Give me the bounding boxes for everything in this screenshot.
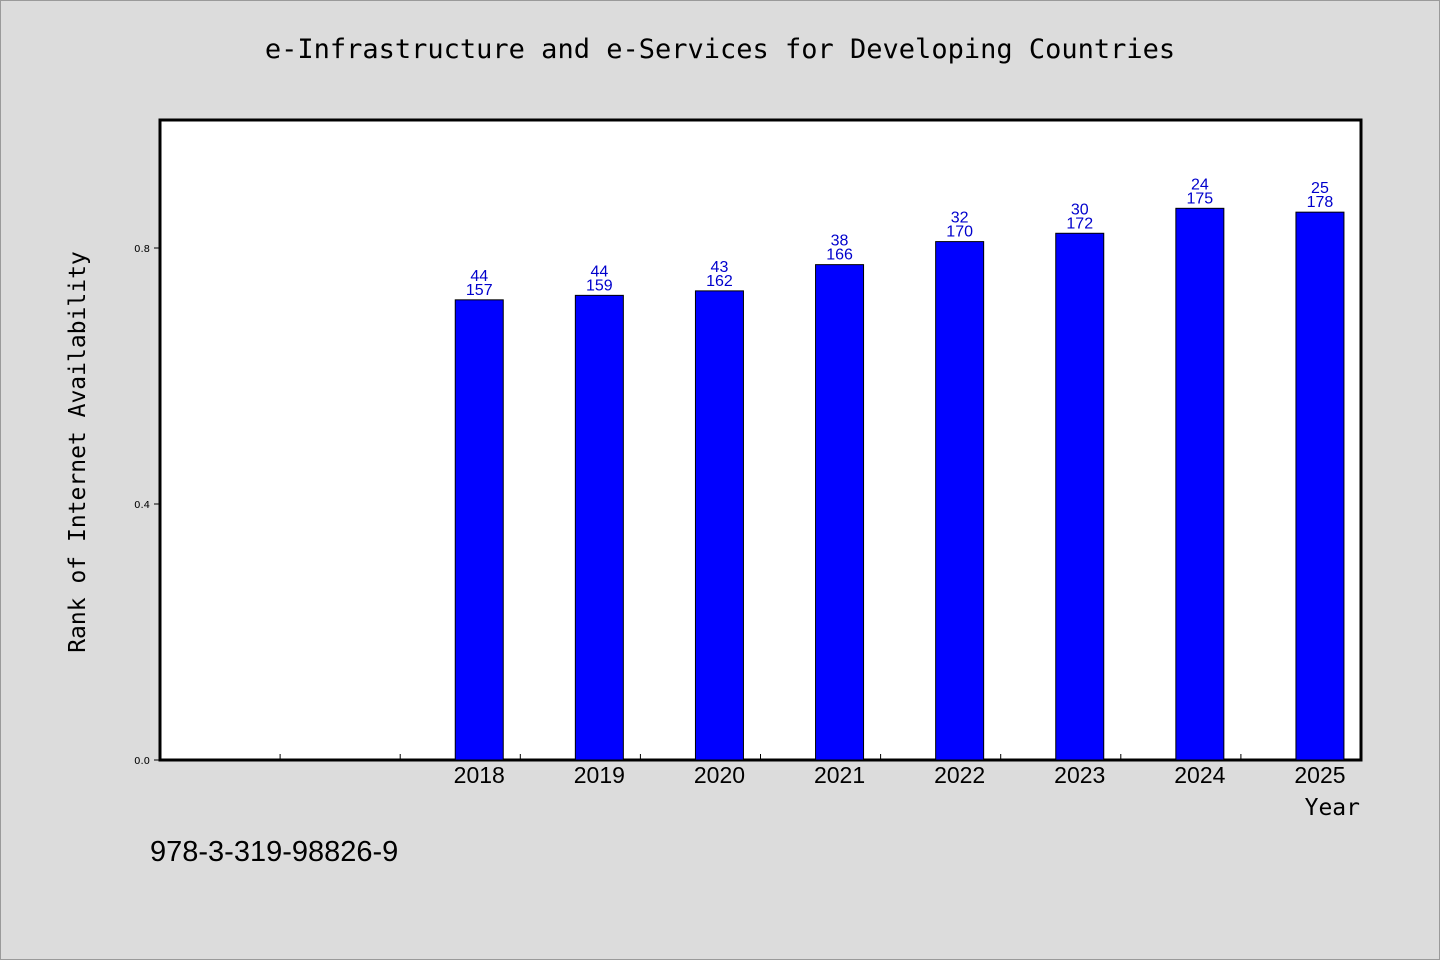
data-label-top: 43 [711, 259, 729, 276]
bar [574, 294, 624, 761]
data-label-top: 30 [1071, 201, 1089, 218]
data-label-top: 24 [1191, 176, 1209, 193]
data-label-bottom: 159 [586, 277, 613, 294]
bar [935, 241, 985, 761]
y-axis: 0.0 0.4 0.8 [134, 244, 160, 767]
plot-area [158, 118, 1363, 762]
bar [694, 290, 744, 761]
data-label-bottom: 157 [466, 282, 493, 299]
data-label-top: 32 [951, 210, 969, 227]
bar [1055, 232, 1105, 761]
data-label-bottom: 178 [1307, 194, 1334, 211]
bar [1295, 211, 1345, 761]
bar [1175, 207, 1225, 761]
x-tick-label: 2021 [814, 762, 865, 788]
data-label-bottom: 170 [946, 224, 973, 241]
chart-title: e-Infrastructure and e-Services for Deve… [264, 34, 1176, 65]
x-tick-label: 2022 [934, 762, 985, 788]
data-label-top: 44 [590, 263, 608, 280]
x-tick-label: 2018 [454, 762, 505, 788]
data-label-bottom: 175 [1186, 190, 1213, 207]
x-axis: 2018 2019 2020 2021 2022 2023 2024 2025 [279, 754, 1346, 788]
data-label-top: 25 [1311, 180, 1329, 197]
data-label-bottom: 172 [1066, 215, 1093, 232]
data-label-top: 44 [470, 268, 488, 285]
x-tick-label: 2023 [1054, 762, 1105, 788]
data-label-top: 38 [831, 233, 849, 250]
x-tick-label: 2025 [1294, 762, 1345, 788]
bar [454, 299, 504, 761]
y-tick-label: 0.4 [134, 500, 150, 511]
x-tick-label: 2024 [1174, 762, 1225, 788]
x-axis-title: Year [1304, 795, 1360, 821]
x-tick-label: 2019 [574, 762, 625, 788]
bar-series [454, 207, 1345, 761]
bar [815, 264, 865, 761]
data-label-bottom: 162 [706, 273, 733, 290]
x-tick-label: 2020 [694, 762, 745, 788]
footer-isbn: 978-3-319-98826-9 [150, 836, 399, 868]
y-tick-label: 0.0 [134, 756, 150, 767]
data-label-bottom: 166 [826, 247, 853, 264]
y-tick-label: 0.8 [134, 244, 150, 255]
